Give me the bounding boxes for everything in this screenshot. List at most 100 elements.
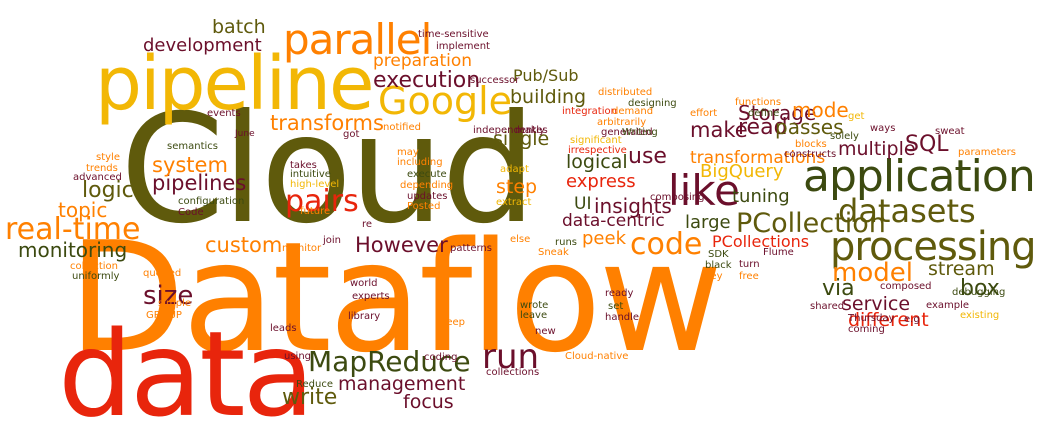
word-using: using — [284, 351, 312, 362]
word-storage: Storage — [738, 101, 817, 125]
word-simple: simple — [158, 298, 192, 309]
word-custom: custom — [205, 233, 283, 257]
word-generated: generated — [601, 127, 653, 138]
word-else: else — [510, 234, 531, 245]
word-designing: designing — [628, 98, 677, 109]
word-application: application — [803, 151, 1036, 202]
word-sweat: parameters — [958, 147, 1017, 158]
word-coding: coding — [424, 352, 458, 363]
word-including: including — [397, 157, 443, 168]
word-blocks: constructs — [784, 149, 837, 160]
word-ways: sweat — [935, 126, 965, 137]
word-leave: leave — [520, 310, 548, 321]
word-future: future — [300, 206, 331, 217]
word-leads: leads — [270, 323, 297, 334]
word-takes: takes — [290, 160, 317, 171]
word-service: service — [842, 293, 911, 315]
word-tuning: tuning — [732, 186, 790, 207]
word-turn: turn — [739, 259, 760, 270]
word-sql: SQL — [905, 132, 949, 157]
word-mode: mode — [792, 98, 849, 122]
word-building: building — [510, 86, 587, 108]
word-data-centric: data-centric — [562, 211, 665, 231]
word-execution: execution — [373, 68, 481, 93]
word-read: read — [738, 115, 788, 140]
word-style: style — [96, 152, 120, 163]
word-may: Writing — [622, 127, 658, 138]
word-step: step — [496, 176, 538, 198]
word-system: system — [152, 153, 228, 177]
word-development: development — [143, 35, 262, 56]
word-make: make — [690, 118, 748, 142]
word-express: express — [566, 171, 636, 192]
word-execute: execute — [407, 169, 447, 180]
word-cloud-large: Cloud — [120, 83, 536, 257]
word-passes: passes — [775, 115, 844, 139]
word-patterns: patterns — [450, 243, 492, 254]
word-configuration: configuration — [178, 196, 245, 207]
word-implement: implement — [436, 41, 490, 52]
word-uniformly: uniformly — [72, 271, 120, 282]
word-peek: peek — [582, 228, 626, 249]
word-intuitive: intuitive — [290, 169, 331, 180]
word-wrote: wrote — [520, 300, 549, 311]
word-library: library — [348, 311, 381, 322]
word-notified: may — [397, 147, 419, 158]
word-however: However — [355, 233, 448, 257]
word-define: get — [848, 111, 865, 122]
word-mapreduce: MapReduce — [308, 345, 471, 378]
word-run: run — [482, 337, 540, 377]
word-pipelines: pipelines — [152, 171, 247, 195]
word-dataflow: Dataflow — [68, 209, 723, 386]
word-thursday: Thursday — [848, 313, 895, 324]
word-deep: deep — [440, 317, 465, 328]
word-functions: effort — [690, 108, 718, 119]
word-topic: topic — [58, 198, 108, 222]
word-data: data — [58, 305, 315, 443]
word-high-level: high-level — [290, 179, 340, 190]
word-arbitrarily: arbitrarily — [597, 117, 647, 128]
word-insights: insights — [594, 194, 672, 218]
word-like: like — [668, 166, 741, 215]
word-events: events — [207, 108, 241, 119]
word-use: use — [628, 144, 667, 169]
word-extract: extract — [496, 197, 532, 208]
word-bigquery: BigQuery — [700, 161, 784, 182]
word-handle: handle — [605, 312, 640, 323]
word-batch: batch — [212, 16, 266, 38]
word-monitor: monitor — [282, 243, 322, 254]
word-parameters: makes — [515, 125, 548, 136]
word-pairs: pairs — [285, 184, 359, 219]
word-free: free — [739, 271, 759, 282]
word-ready: ready — [605, 288, 634, 299]
word-world: world — [350, 278, 378, 289]
word-processing: processing — [830, 224, 1037, 270]
word-composed: composed — [880, 281, 932, 292]
word-sneak: Sneak — [538, 247, 569, 258]
word-set: set — [608, 301, 624, 312]
word-advanced: advanced — [73, 172, 122, 183]
word-black: black — [705, 260, 732, 271]
word-preparation: preparation — [373, 51, 473, 71]
word-queried: queried — [143, 268, 182, 279]
word-depending: depending — [400, 180, 454, 191]
word-code: code — [630, 227, 703, 262]
word-ui: UI — [574, 194, 592, 214]
word-effort: define — [748, 108, 780, 119]
word-monitoring: monitoring — [18, 238, 128, 262]
word-shared: shared — [810, 301, 845, 312]
word-re: re — [362, 219, 373, 230]
word-collections: collections — [486, 367, 540, 378]
word-join: join — [323, 235, 342, 246]
word-solely: ways — [870, 123, 896, 134]
word-stream: stream — [928, 258, 995, 280]
word-large: large — [685, 212, 731, 233]
word-time-sensitive: time-sensitive — [418, 29, 489, 40]
word-pubsub: Pub/Sub — [513, 66, 579, 85]
word-group: GROUP — [146, 310, 182, 321]
word-transforms: transforms — [270, 111, 384, 135]
word-significant: significant — [570, 135, 622, 146]
word-irrespective: irrespective — [568, 145, 627, 156]
word-trends: trends — [86, 163, 118, 174]
